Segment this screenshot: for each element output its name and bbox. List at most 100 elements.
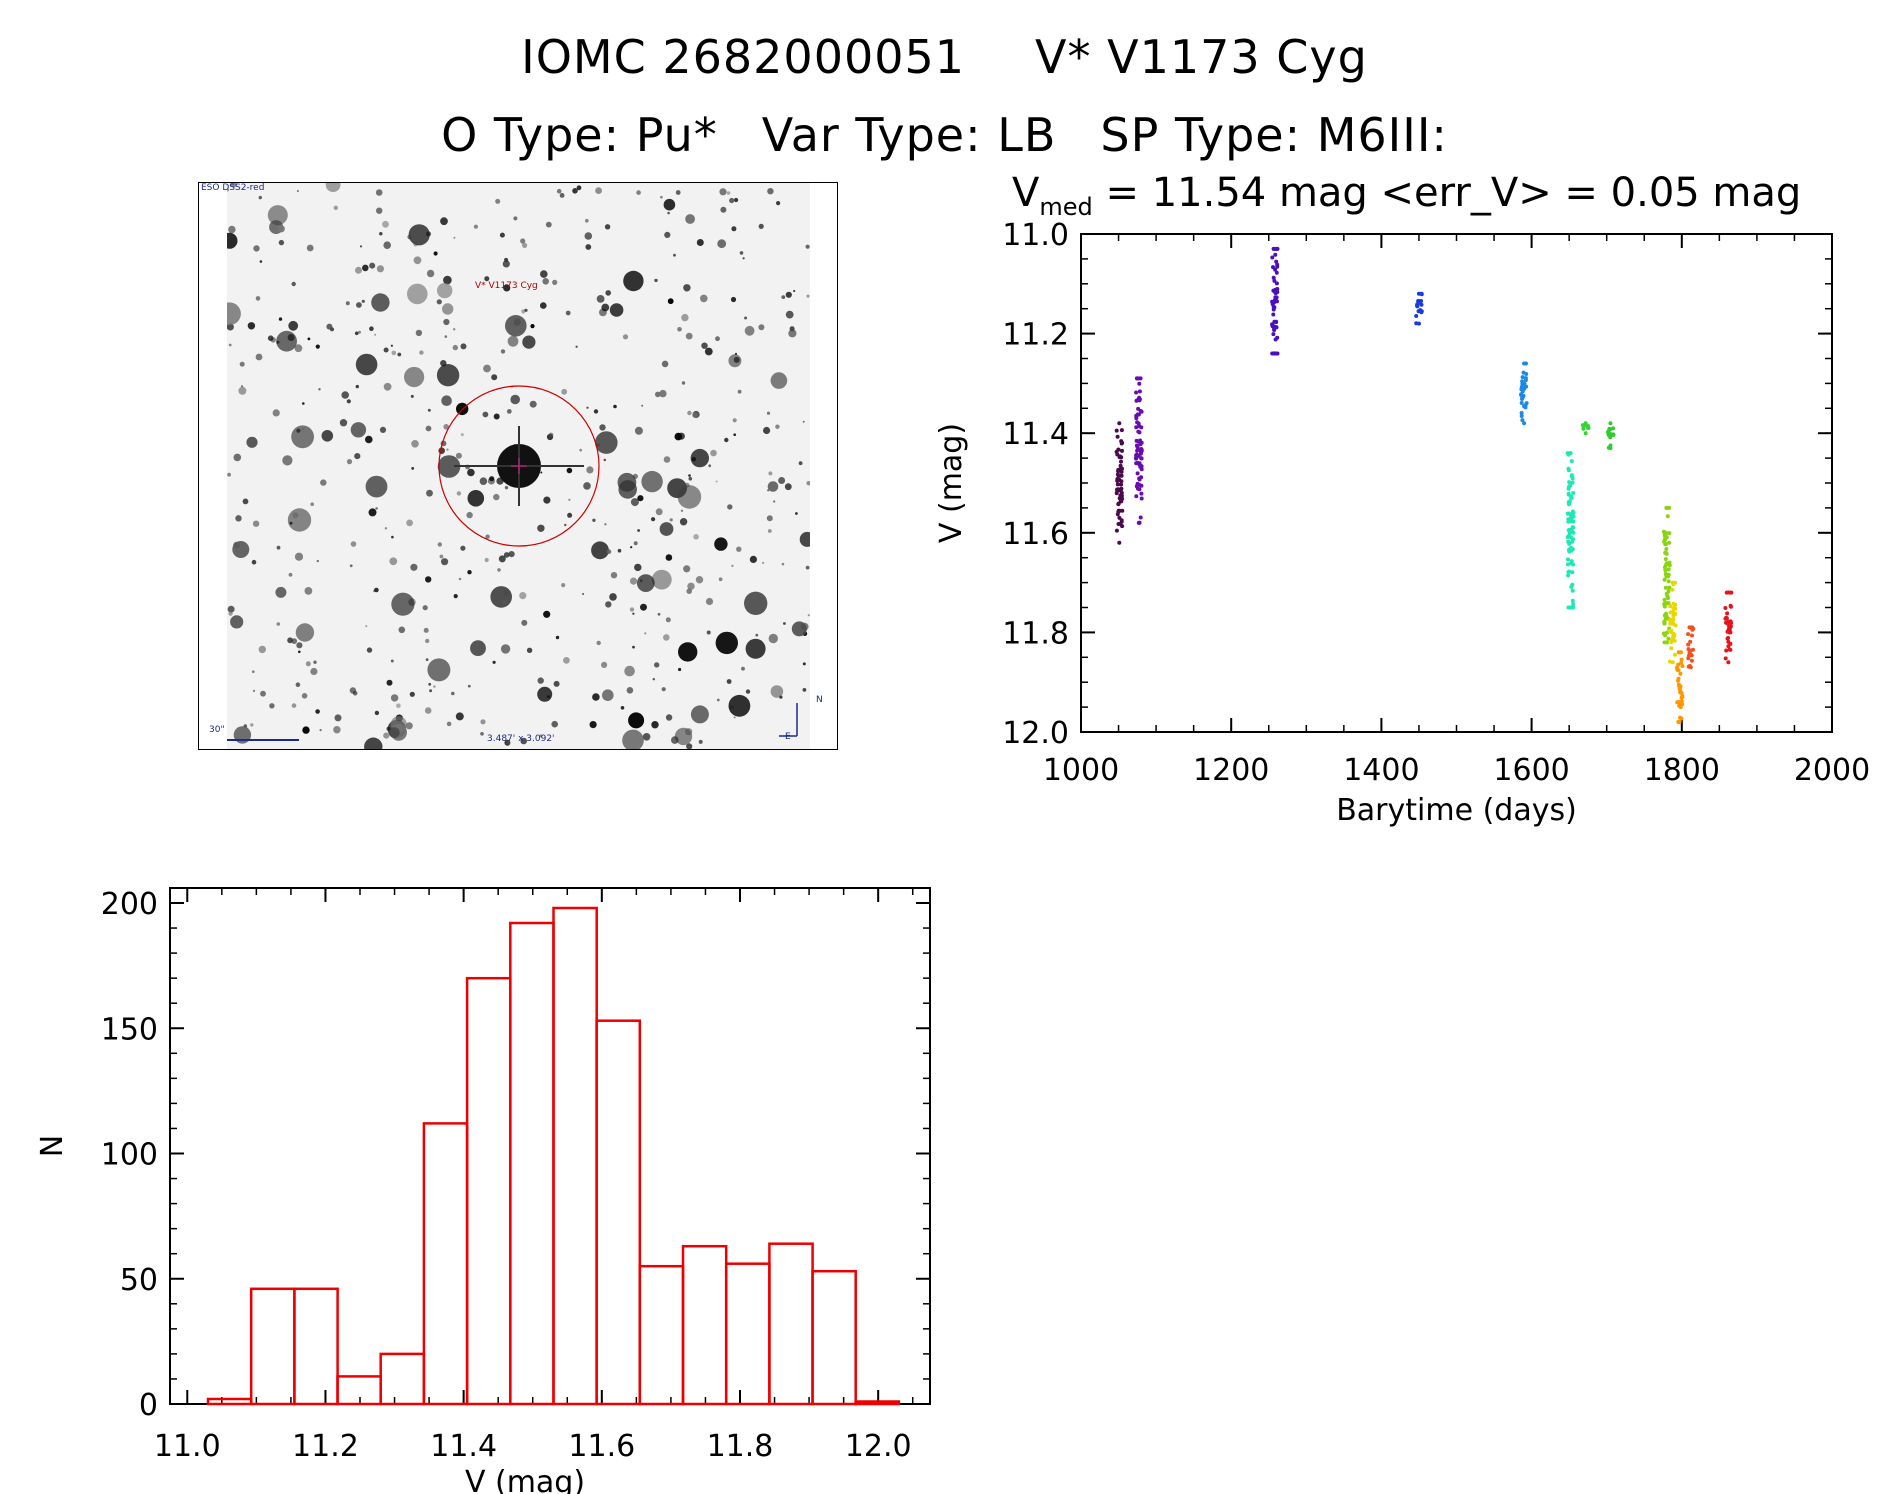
finder-star <box>744 591 768 615</box>
finder-star <box>298 650 301 654</box>
finder-star <box>333 726 341 734</box>
lightcurve-data-point <box>1690 633 1694 638</box>
finder-star <box>503 284 511 292</box>
finder-star <box>406 519 413 527</box>
finder-star <box>437 282 453 299</box>
lightcurve-data-point <box>1274 270 1279 275</box>
lightcurve-data-point <box>1570 588 1575 593</box>
finder-star <box>555 635 560 640</box>
finder-star <box>593 409 599 414</box>
lightcurve-data-point <box>1567 502 1571 507</box>
finder-star <box>350 541 357 547</box>
finder-star <box>734 352 738 355</box>
finder-star <box>633 541 638 546</box>
finder-star <box>227 302 241 325</box>
finder-star <box>375 189 383 196</box>
finder-star <box>390 694 399 702</box>
finder-star <box>339 419 348 427</box>
lightcurve-data-point <box>1673 611 1678 616</box>
finder-star <box>559 193 565 198</box>
finder-star <box>491 374 498 381</box>
lightcurve-data-point <box>1139 425 1144 430</box>
finder-star <box>784 483 792 491</box>
finder-star <box>427 408 431 412</box>
finder-star <box>453 594 458 599</box>
finder-star <box>661 687 666 692</box>
lightcurve-data-point <box>1728 647 1733 652</box>
lightcurve-data-point <box>1270 322 1274 327</box>
histogram-bar <box>465 976 512 1406</box>
finder-star <box>495 198 501 204</box>
finder-star <box>655 508 663 516</box>
finder-star <box>350 422 367 438</box>
lightcurve-data-point <box>1689 658 1694 663</box>
lightcurve-data-point <box>1570 598 1575 603</box>
finder-star <box>467 468 475 477</box>
finder-star <box>766 515 773 522</box>
finder-star <box>596 640 601 646</box>
lightcurve-data-point <box>1723 606 1728 610</box>
lightcurve-data-point <box>1570 539 1575 544</box>
lightcurve-data-point <box>1272 246 1277 251</box>
finder-star <box>806 294 810 298</box>
lightcurve-data-point <box>1137 477 1142 482</box>
lightcurve-data-point <box>1134 425 1139 430</box>
finder-star <box>228 611 233 616</box>
finder-star <box>255 353 263 361</box>
finder-star <box>409 691 415 697</box>
finder-star <box>355 266 362 274</box>
finder-star <box>685 332 693 340</box>
finder-star <box>500 349 506 354</box>
finder-star <box>427 658 451 682</box>
lightcurve-data-point <box>1608 421 1613 426</box>
lightcurve-data-point <box>1117 421 1122 426</box>
lightcurve-data-point <box>1135 471 1140 476</box>
finder-star <box>731 226 737 232</box>
finder-star <box>296 189 299 193</box>
histogram-bar <box>422 1122 469 1406</box>
histogram-plot-frame <box>169 887 931 1405</box>
finder-star <box>791 621 807 637</box>
lightcurve-data-point <box>1664 531 1669 536</box>
finder-star <box>276 545 281 550</box>
lightcurve-data-point <box>1520 375 1525 380</box>
finder-star <box>674 432 683 441</box>
lightcurve-data-point <box>1679 657 1684 662</box>
lightcurve-data-point <box>1115 434 1120 439</box>
finder-star <box>318 388 321 391</box>
lightcurve-data-point <box>1116 473 1121 478</box>
finder-star <box>415 329 423 337</box>
finder-star <box>374 710 380 716</box>
lightcurve-data-point <box>1566 539 1571 544</box>
finder-chart-image: ESO DSS2-red V* V1173 Cyg 30" 3.487' x 3… <box>198 182 838 750</box>
finder-star <box>636 574 655 592</box>
finder-star <box>596 295 605 303</box>
finder-star <box>551 720 558 728</box>
finder-star <box>446 721 452 727</box>
lightcurve-data-point <box>1118 493 1123 498</box>
finder-star <box>696 239 704 246</box>
lightcurve-data-point <box>1566 466 1571 471</box>
finder-star <box>687 410 692 416</box>
lightcurve-data-point <box>1271 275 1276 280</box>
finder-star <box>622 334 629 340</box>
lightcurve-data-point <box>1688 639 1693 644</box>
histogram-y-axis-title: N <box>35 1135 70 1157</box>
histogram-bar <box>768 1242 814 1406</box>
finder-star <box>383 347 389 353</box>
lightcurve-data-point <box>1271 332 1276 337</box>
lightcurve-data-point <box>1114 491 1119 496</box>
finder-star <box>408 224 430 246</box>
finder-star <box>502 260 510 268</box>
finder-star <box>467 684 471 688</box>
finder-star <box>675 190 681 195</box>
finder-star <box>310 667 318 676</box>
lightcurve-data-point <box>1606 429 1611 434</box>
histogram-bar <box>681 1244 728 1406</box>
finder-star <box>480 732 484 736</box>
finder-star <box>652 678 655 681</box>
finder-star <box>428 682 432 686</box>
finder-star <box>636 190 641 195</box>
lightcurve-data-point <box>1523 378 1528 383</box>
finder-star <box>282 455 293 466</box>
